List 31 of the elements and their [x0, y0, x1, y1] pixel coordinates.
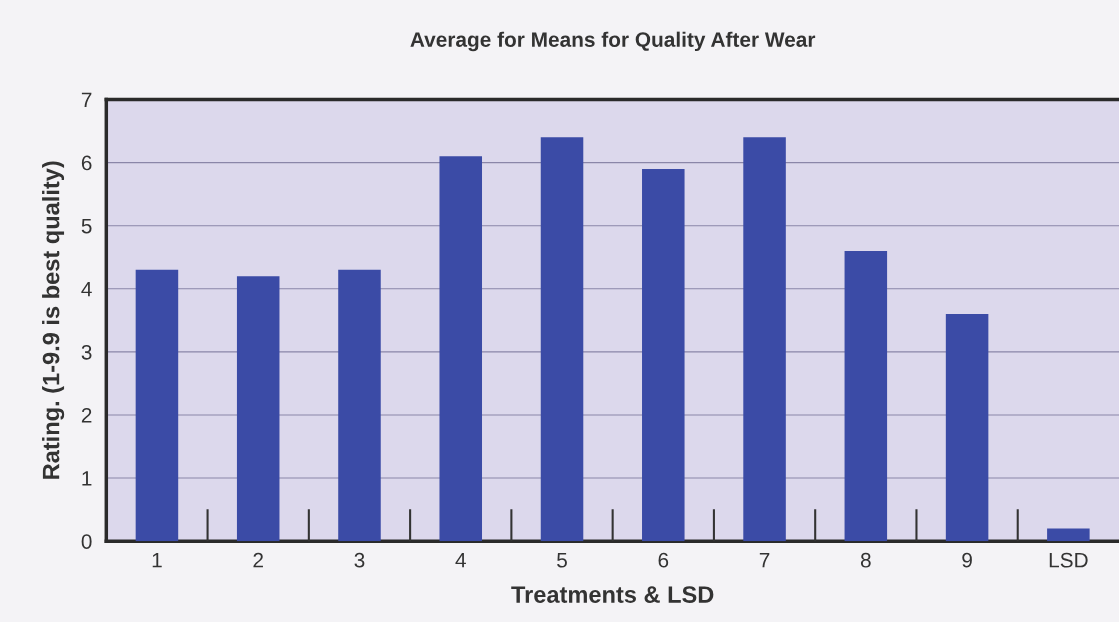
y-tick-label: 0: [81, 534, 92, 549]
bar: [945, 314, 989, 542]
bar: [642, 168, 685, 542]
x-tick-label: 9: [962, 552, 972, 568]
bar: [338, 269, 381, 542]
y-tick-label: 3: [81, 344, 92, 360]
y-tick-label: 1: [82, 471, 92, 486]
x-tick-label: 1: [152, 553, 162, 568]
bar: [236, 276, 280, 542]
chart-title: Average for Means for Quality After Wear: [410, 31, 816, 52]
x-tick-label: 3: [354, 552, 365, 568]
x-tick-label: 4: [455, 553, 466, 568]
x-tick-label: 8: [860, 552, 871, 568]
y-axis-title: Rating. (1-9.9 is best quality): [42, 161, 65, 479]
bar: [844, 250, 888, 542]
y-tick-label: 6: [81, 155, 92, 171]
x-tick-label: 7: [759, 553, 770, 568]
y-tick-label: 7: [81, 92, 92, 108]
bar: [135, 269, 179, 542]
x-axis-title: Treatments & LSD: [511, 586, 714, 603]
bar: [1047, 528, 1090, 542]
y-tick-label: 5: [81, 218, 92, 234]
bar: [743, 137, 786, 542]
x-tick-label: 5: [557, 553, 567, 568]
y-tick-label: 2: [81, 407, 92, 423]
x-tick-label: 6: [658, 552, 669, 568]
x-tick-label: LSD: [1049, 552, 1088, 568]
bar: [540, 137, 584, 542]
x-tick-label: 2: [253, 552, 263, 568]
y-tick-label: 4: [81, 282, 92, 297]
bar: [439, 156, 483, 542]
